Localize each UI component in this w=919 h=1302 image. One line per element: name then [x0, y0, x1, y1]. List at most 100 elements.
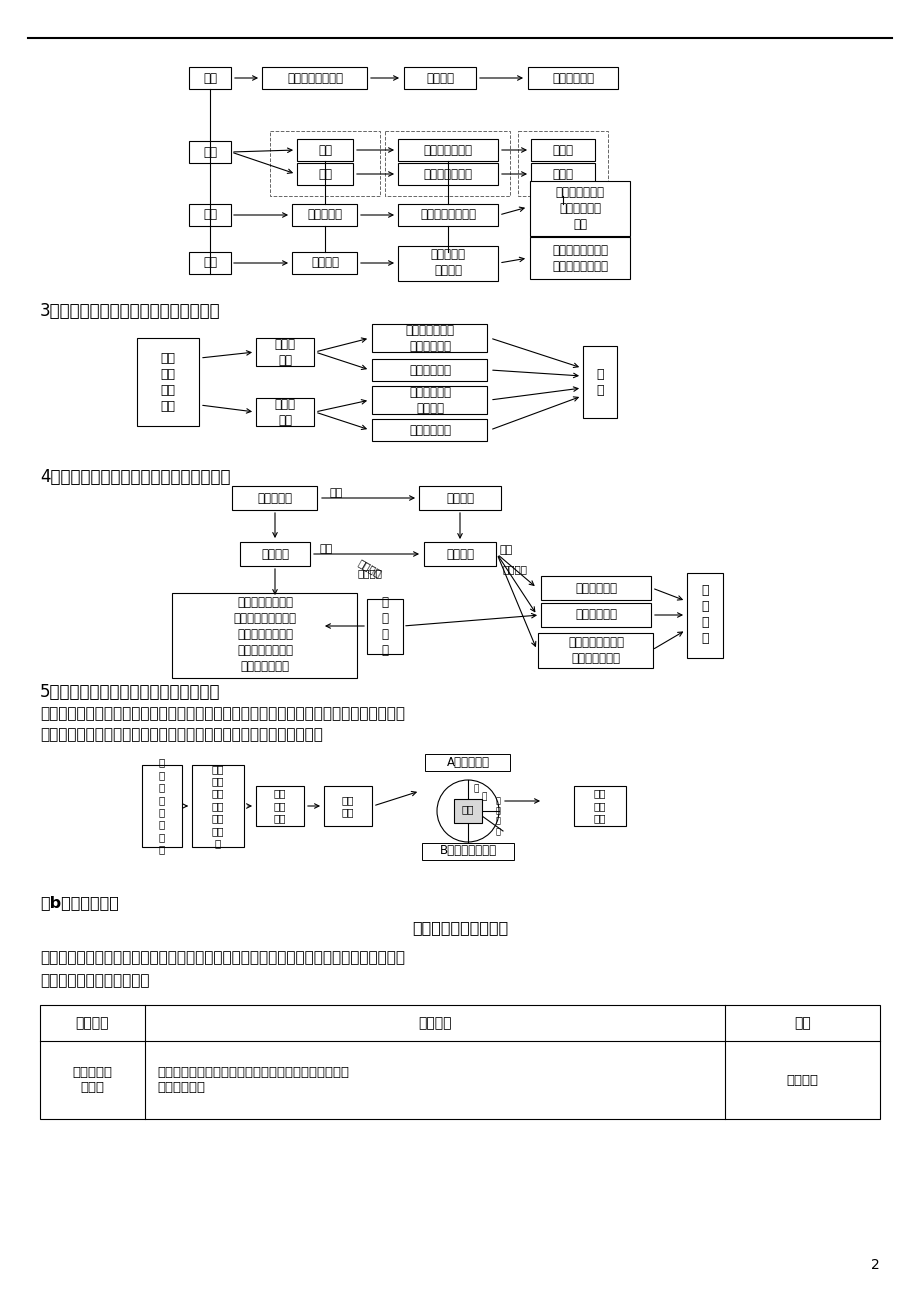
Bar — [188, 253, 231, 273]
Text: 发展速度缓慢: 发展速度缓慢 — [409, 423, 450, 436]
Text: 聚
落: 聚 落 — [596, 367, 603, 397]
Text: 交通枢纽: 交通枢纽 — [261, 548, 289, 560]
Bar — [323, 786, 371, 825]
Text: 商业发展: 商业发展 — [446, 491, 473, 504]
Bar — [686, 573, 722, 658]
Bar — [40, 1005, 879, 1118]
Text: 商
业
网
点
区
位
要
求: 商 业 网 点 区 位 要 求 — [159, 758, 165, 854]
Text: 交通线
衰落: 交通线 衰落 — [274, 397, 295, 427]
Bar — [292, 253, 357, 273]
Bar — [538, 633, 652, 668]
Text: B：高速公路沿线: B：高速公路沿线 — [439, 845, 496, 858]
Text: 为其他社会经济活
动提供便利场所: 为其他社会经济活 动提供便利场所 — [567, 635, 623, 664]
Text: 交通便优: 交通便优 — [357, 557, 383, 578]
Text: 形成: 形成 — [320, 544, 333, 553]
Bar — [233, 486, 317, 510]
Text: 2: 2 — [870, 1258, 879, 1272]
Bar — [418, 486, 501, 510]
Text: 交通线
发展: 交通线 发展 — [274, 337, 295, 366]
Text: 时间: 时间 — [203, 72, 217, 85]
Text: 河流具有运输功能，故世界上一些河流的两岸，常常分布着大大小小的城市，越向下游，河: 河流具有运输功能，故世界上一些河流的两岸，常常分布着大大小小的城市，越向下游，河 — [40, 950, 404, 965]
Bar — [255, 339, 313, 366]
Bar — [292, 204, 357, 227]
Bar — [142, 766, 182, 848]
Text: 沿主要交通
干线分布: 沿主要交通 干线分布 — [430, 249, 465, 277]
Text: 条带状: 条带状 — [552, 143, 573, 156]
Bar — [367, 599, 403, 654]
Bar — [398, 246, 497, 280]
Bar — [188, 66, 231, 89]
Text: 形成: 形成 — [499, 546, 513, 555]
Bar — [425, 754, 510, 771]
Bar — [372, 359, 487, 381]
Text: 市场最优: 市场最优 — [503, 564, 528, 574]
Text: 交通便优: 交通便优 — [357, 568, 382, 578]
Text: 交通
运输
布局
变化: 交通 运输 布局 变化 — [160, 352, 176, 413]
Text: 沿铁路、公路分布: 沿铁路、公路分布 — [420, 208, 475, 221]
Text: 区位
选择: 区位 选择 — [341, 794, 354, 818]
Text: 古代: 古代 — [203, 146, 217, 159]
Bar — [269, 132, 380, 197]
Bar — [372, 385, 487, 414]
Text: 沿交通轴发展，
聚落多星星状
形态: 沿交通轴发展， 聚落多星星状 形态 — [555, 185, 604, 230]
Text: 利于: 利于 — [330, 488, 343, 497]
Bar — [453, 799, 482, 823]
Bar — [398, 139, 497, 161]
Text: 4．交通运输对商业中心形成与发展的影响: 4．交通运输对商业中心形成与发展的影响 — [40, 467, 231, 486]
Text: 陆运: 陆运 — [318, 168, 332, 181]
Text: 聚落形态变化: 聚落形态变化 — [551, 72, 594, 85]
Text: 3．交通运输布局变化对聚落发展的影响: 3．交通运输布局变化对聚落发展的影响 — [40, 302, 221, 320]
Text: 5．交通运输对商业网点分布位置的影响: 5．交通运输对商业网点分布位置的影响 — [40, 684, 221, 700]
Text: 沿江、沿海以及铁
路、公路沿线、水、
陆交通便利的枢纽
地带或地理位置适
中的边境线附近: 沿江、沿海以及铁 路、公路沿线、水、 陆交通便利的枢纽 地带或地理位置适 中的边… — [233, 596, 296, 673]
Bar — [530, 163, 595, 185]
Text: 多方向分散扩展，
形态更多、更灵活: 多方向分散扩展， 形态更多、更灵活 — [551, 243, 607, 272]
Text: 路: 路 — [481, 793, 486, 802]
Bar — [398, 204, 497, 227]
Text: 商业中心: 商业中心 — [446, 548, 473, 560]
Bar — [372, 324, 487, 352]
Text: 近代: 近代 — [203, 208, 217, 221]
Text: 【b级拓展延伸】: 【b级拓展延伸】 — [40, 894, 119, 910]
Text: 铁路、公路: 铁路、公路 — [307, 208, 342, 221]
Bar — [297, 139, 353, 161]
Bar — [255, 398, 313, 426]
Bar — [583, 346, 617, 418]
Text: 利于人流集散: 利于人流集散 — [574, 608, 617, 621]
Text: 形
成
市
场: 形 成 市 场 — [700, 585, 708, 646]
Text: 河流上游水道太窄或有瀑布、急流等水运障碍的地方，
货物在此转运: 河流上游水道太窄或有瀑布、急流等水运障碍的地方， 货物在此转运 — [157, 1066, 348, 1094]
Text: 城市空间形态
基本不变: 城市空间形态 基本不变 — [409, 385, 450, 414]
Text: 聚落分布: 聚落分布 — [425, 72, 453, 85]
Bar — [173, 592, 357, 677]
Text: 区位
最优
原则: 区位 最优 原则 — [274, 789, 286, 823]
Text: A：环路边缘: A：环路边缘 — [446, 755, 489, 768]
Text: 环: 环 — [472, 785, 478, 793]
Text: 河运的起点
或终点: 河运的起点 或终点 — [73, 1066, 112, 1094]
Bar — [262, 66, 367, 89]
Bar — [188, 141, 231, 163]
Bar — [424, 542, 495, 566]
Text: 发展速度加快: 发展速度加快 — [409, 363, 450, 376]
Bar — [137, 339, 199, 426]
Text: 便利
的交
通、
大量
的消
费人
口: 便利 的交 通、 大量 的消 费人 口 — [211, 764, 224, 848]
Text: 市区: 市区 — [461, 805, 473, 814]
Text: 高
速
公
路: 高 速 公 路 — [495, 796, 500, 836]
Text: 城市区位: 城市区位 — [75, 1016, 109, 1030]
Bar — [192, 766, 244, 848]
Bar — [403, 66, 475, 89]
Text: 现代: 现代 — [203, 256, 217, 270]
Bar — [372, 419, 487, 441]
Bar — [188, 204, 231, 227]
Text: 水运: 水运 — [318, 143, 332, 156]
Bar — [529, 237, 630, 279]
Bar — [240, 542, 310, 566]
Text: 举例: 举例 — [793, 1016, 810, 1030]
Bar — [255, 786, 303, 825]
Text: 沿江河湖泊分布: 沿江河湖泊分布 — [423, 143, 472, 156]
Text: 利于货物集散: 利于货物集散 — [574, 582, 617, 595]
Text: 城市地域形态沿
交通干线扩展: 城市地域形态沿 交通干线扩展 — [405, 323, 454, 353]
Text: 交通运输方式演变: 交通运输方式演变 — [287, 72, 343, 85]
Text: 商业网点的分布一般是遵循市场最优原则，分布在城市的几何中心处；但更多是遵循交通最: 商业网点的分布一般是遵循市场最优原则，分布在城市的几何中心处；但更多是遵循交通最 — [40, 706, 404, 721]
Bar — [540, 575, 651, 600]
Text: 市场
最优
原则: 市场 最优 原则 — [593, 789, 606, 823]
Text: 综合运输: 综合运输 — [311, 256, 338, 270]
